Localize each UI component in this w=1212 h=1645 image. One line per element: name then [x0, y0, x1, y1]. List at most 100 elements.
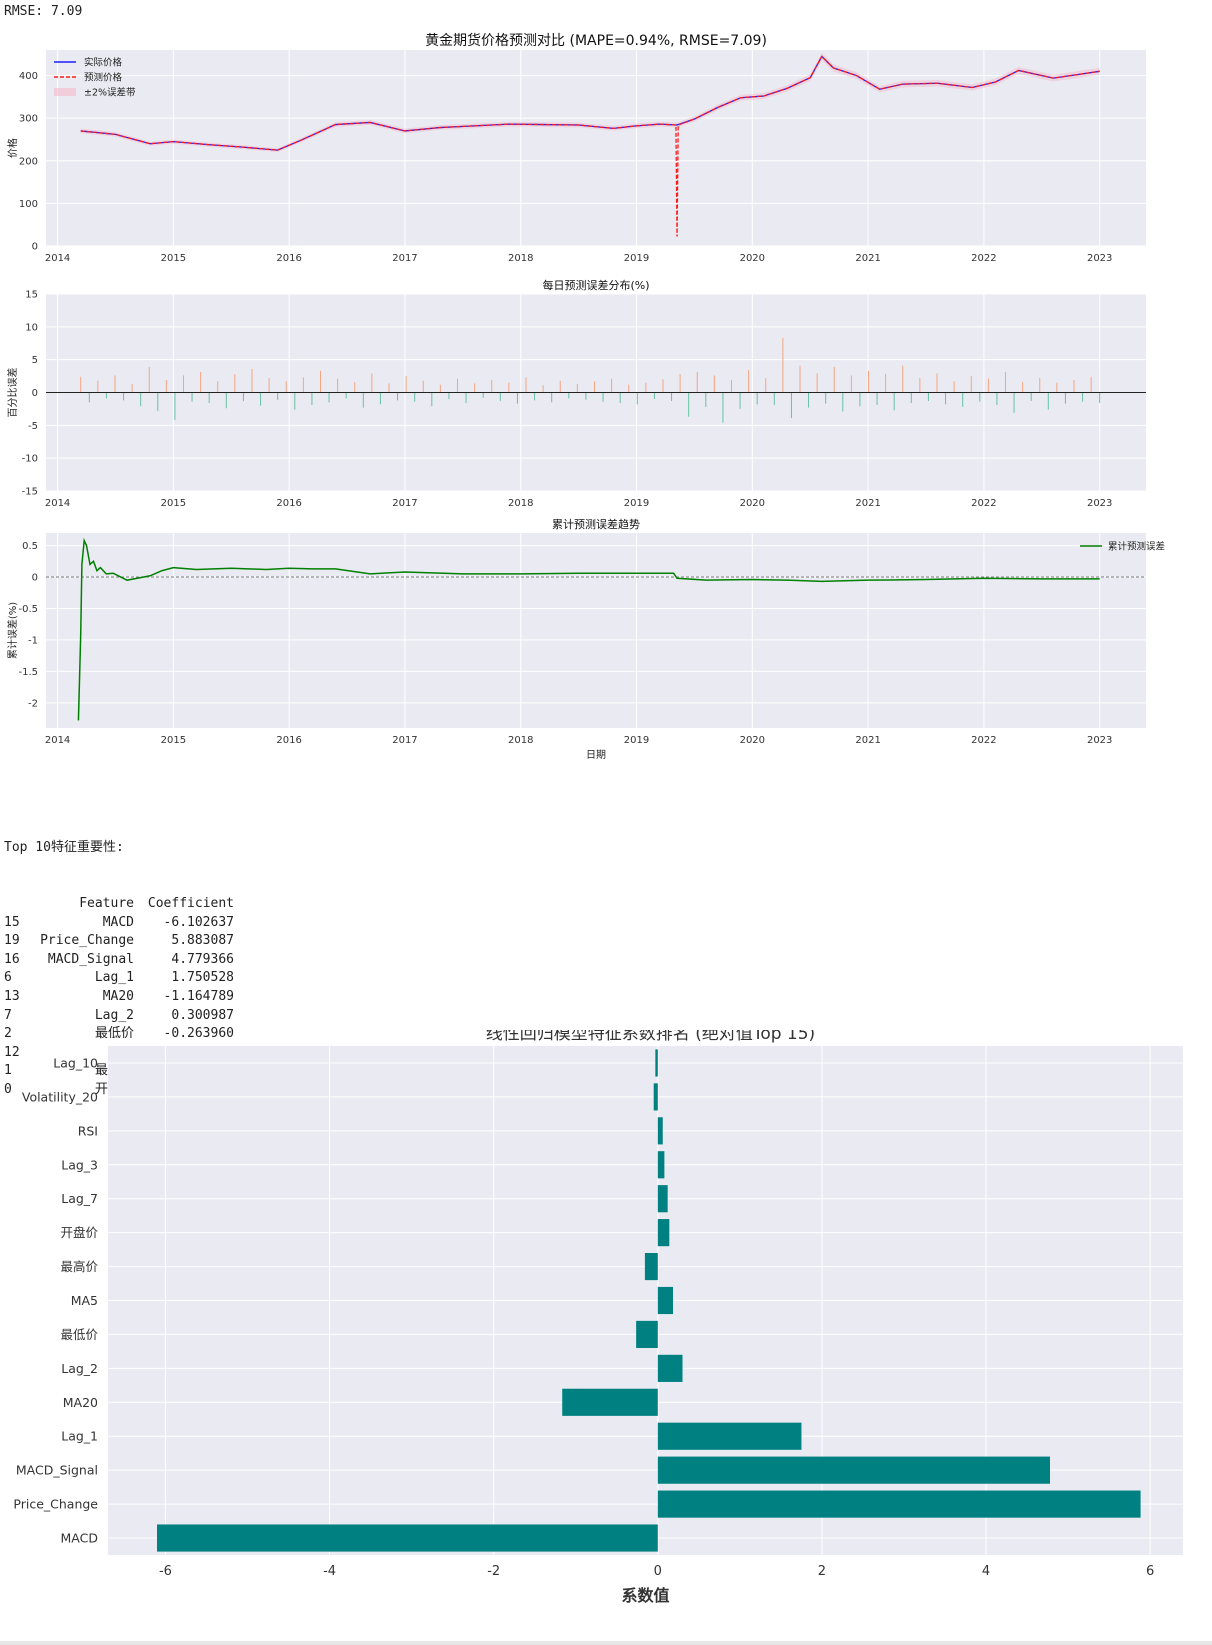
cumulative-x-tick-label: 2015: [161, 735, 186, 746]
daily-error-y-tick-label: -5: [28, 421, 38, 432]
price-x-tick-label: 2021: [855, 253, 880, 264]
coef-y-tick-label: MACD_Signal: [16, 1463, 98, 1478]
legend-band-swatch: [54, 88, 76, 96]
feature-name: Lag_2: [94, 1007, 134, 1023]
row-index: 19: [4, 933, 20, 949]
daily-error-x-tick-label: 2016: [276, 498, 301, 509]
cumulative-x-tick-label: 2021: [855, 735, 880, 746]
table-row: 2 最低价 -0.263960: [4, 1025, 234, 1044]
price-axes-background: [46, 50, 1146, 246]
daily-error-x-tick-label: 2020: [740, 498, 765, 509]
table-row: 16 MACD_Signal 4.779366: [4, 951, 234, 970]
coefficient-value: -1.164789: [163, 988, 234, 1004]
daily-error-y-tick-label: -15: [22, 487, 38, 498]
coefficient-value: 4.779366: [171, 951, 234, 967]
cumulative-x-axis-label: 日期: [586, 749, 606, 761]
daily-error-y-tick-label: 0: [32, 388, 38, 399]
coef-bar: [657, 1354, 683, 1382]
legend-label: 预测价格: [84, 72, 123, 84]
coef-x-tick-label: 2: [818, 1564, 826, 1579]
cumulative-y-tick-label: 0: [32, 573, 38, 584]
price-x-tick-label: 2019: [624, 253, 649, 264]
price-x-tick-label: 2023: [1087, 253, 1112, 264]
daily-error-y-tick-label: 15: [25, 290, 38, 301]
coef-bar: [657, 1219, 670, 1247]
coef-y-tick-label: Lag_2: [61, 1361, 98, 1376]
coef-x-tick-label: -2: [487, 1564, 500, 1579]
coef-bar: [657, 1151, 665, 1179]
coefficient-value: 5.883087: [171, 933, 234, 949]
row-index: 12: [4, 1044, 20, 1060]
row-index: 16: [4, 951, 20, 967]
coef-y-tick-label: MA5: [71, 1293, 98, 1308]
coef-y-tick-label: Volatility_20: [22, 1089, 98, 1104]
price-title: 黄金期货价格预测对比 (MAPE=0.94%, RMSE=7.09): [425, 32, 767, 49]
row-index: 2: [4, 1026, 12, 1042]
cumulative-y-tick-label: -1.5: [18, 667, 38, 678]
coef-x-tick-label: 6: [1146, 1564, 1154, 1579]
coef-y-tick-label: Lag_7: [61, 1191, 98, 1206]
feature-name: Lag_1: [94, 970, 134, 986]
coef-y-tick-label: MA20: [63, 1395, 98, 1410]
coef-x-tick-label: -6: [159, 1564, 172, 1579]
coefficient-value: -6.102637: [163, 914, 234, 930]
coef-bar: [157, 1524, 658, 1552]
coef-bar: [657, 1185, 668, 1213]
row-index: 15: [4, 914, 20, 930]
coef-chart-title: 线性回归模型特征系数排名 (绝对值Top 15): [486, 1030, 815, 1044]
price-y-tick-label: 0: [32, 242, 38, 253]
cumulative-title: 累计预测误差趋势: [552, 517, 640, 531]
legend-label: 累计预测误差: [1108, 541, 1165, 553]
feature-name: 最低价: [94, 1026, 134, 1042]
daily-error-x-tick-label: 2021: [855, 498, 880, 509]
price-x-tick-label: 2015: [161, 253, 186, 264]
coef-bar: [636, 1320, 658, 1349]
cumulative-x-tick-label: 2022: [971, 735, 996, 746]
coef-bar: [657, 1456, 1051, 1484]
coef-x-axis-label: 系数值: [621, 1586, 669, 1605]
table-row: 19 Price_Change 5.883087: [4, 932, 234, 951]
coef-x-tick-label: -4: [323, 1564, 336, 1579]
price-x-tick-label: 2022: [971, 253, 996, 264]
daily-error-x-tick-label: 2018: [508, 498, 533, 509]
daily-error-x-tick-label: 2014: [45, 498, 70, 509]
coef-y-tick-label: Price_Change: [13, 1497, 98, 1512]
cumulative-y-tick-label: 0.5: [22, 541, 38, 552]
cumulative-y-tick-label: -2: [28, 698, 38, 709]
output-bottom-divider: [0, 1641, 1212, 1645]
price-y-tick-label: 400: [19, 71, 38, 82]
coefficient-value: Coefficient: [147, 895, 234, 911]
cumulative-y-tick-label: -1: [28, 635, 38, 646]
coef-y-tick-label: 开盘价: [60, 1225, 98, 1240]
cumulative-x-tick-label: 2017: [392, 735, 417, 746]
legend-label: ±2%误差带: [84, 87, 136, 99]
cumulative-axes-background: [46, 533, 1146, 728]
price-x-tick-label: 2018: [508, 253, 533, 264]
daily-error-y-tick-label: 10: [25, 322, 38, 333]
daily-error-y-axis-label: 百分比误差: [6, 368, 19, 418]
coef-bar: [657, 1286, 674, 1315]
coefficient-value: 0.300987: [171, 1007, 234, 1023]
daily-error-x-tick-label: 2019: [624, 498, 649, 509]
price-panel: 2014 2015 2016 2017 2018 2019 2020 2021 2022 2023…: [6, 32, 1146, 264]
coefficient-bar-chart: -6 -4 -2 0 2 4 6 MACD Price_Change MACD_Signal Lag…: [13, 1030, 1183, 1605]
cumulative-x-tick-label: 2020: [740, 735, 765, 746]
coef-y-tick-label: RSI: [78, 1123, 98, 1138]
daily-error-x-tick-label: 2015: [161, 498, 186, 509]
cumulative-x-tick-label: 2023: [1087, 735, 1112, 746]
daily-error-y-tick-label: -10: [22, 454, 38, 465]
daily-error-x-tick-label: 2022: [971, 498, 996, 509]
price-y-tick-label: 300: [19, 114, 38, 125]
price-x-tick-label: 2016: [276, 253, 301, 264]
coef-y-tick-label: 最低价: [60, 1327, 98, 1342]
table-row: 7 Lag_2 0.300987: [4, 1007, 234, 1026]
top10-title: Top 10特征重要性:: [4, 840, 124, 856]
price-y-tick-label: 100: [19, 199, 38, 210]
coef-x-tick-label: 4: [982, 1564, 990, 1579]
feature-name: Feature: [79, 895, 134, 911]
rmse-output-line: RMSE: 7.09: [4, 4, 83, 19]
cumulative-error-line: [77, 537, 1100, 721]
daily-error-panel: 2014 2015 2016 2017 2018 2019 2020 2021 2022 2023…: [6, 278, 1146, 509]
coef-y-tick-label: Lag_3: [61, 1157, 98, 1172]
price-x-tick-label: 2014: [45, 253, 70, 264]
